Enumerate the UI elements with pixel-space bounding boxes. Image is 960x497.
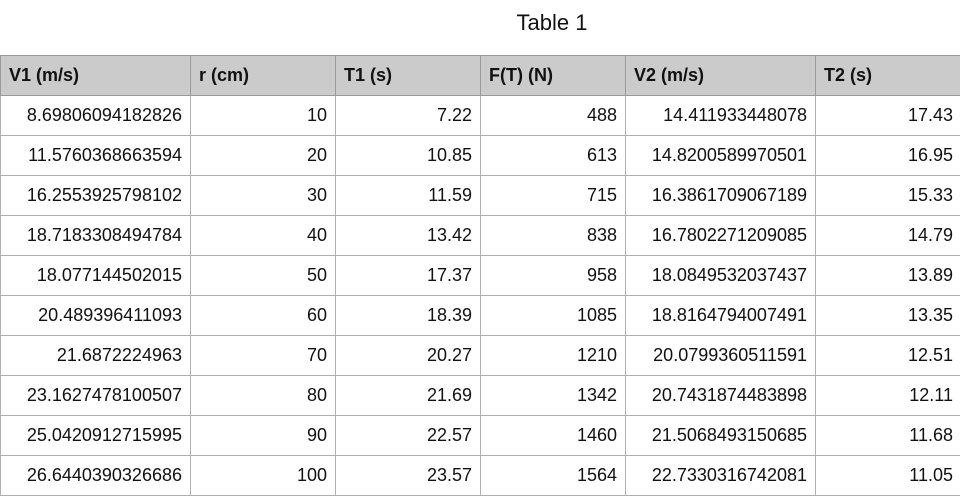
data-table: V1 (m/s) r (cm) T1 (s) F(T) (N) V2 (m/s) T2 (… bbox=[0, 55, 960, 496]
table-cell: 50 bbox=[190, 255, 336, 296]
table-cell: 18.077144502015 bbox=[0, 255, 191, 296]
table-cell: 18.8164794007491 bbox=[625, 295, 816, 336]
table-cell: 17.43 bbox=[815, 95, 960, 136]
table-cell: 16.2553925798102 bbox=[0, 175, 191, 216]
header-cell: V2 (m/s) bbox=[625, 55, 816, 96]
table-cell: 958 bbox=[480, 255, 626, 296]
table-cell: 13.42 bbox=[335, 215, 481, 256]
table-row: 16.2553925798102 30 11.59 715 16.38617090671… bbox=[0, 175, 960, 216]
table-body: 8.69806094182826 10 7.22 488 14.411933448078… bbox=[0, 95, 960, 496]
table-row: 23.1627478100507 80 21.69 1342 20.7431874483… bbox=[0, 375, 960, 416]
table-cell: 1460 bbox=[480, 415, 626, 456]
table-cell: 16.95 bbox=[815, 135, 960, 176]
table-cell: 70 bbox=[190, 335, 336, 376]
table-cell: 14.79 bbox=[815, 215, 960, 256]
table-cell: 22.57 bbox=[335, 415, 481, 456]
table-cell: 1564 bbox=[480, 455, 626, 496]
table-cell: 22.7330316742081 bbox=[625, 455, 816, 496]
table-row: 18.7183308494784 40 13.42 838 16.78022712090… bbox=[0, 215, 960, 256]
table-cell: 80 bbox=[190, 375, 336, 416]
table-cell: 11.59 bbox=[335, 175, 481, 216]
table-cell: 1342 bbox=[480, 375, 626, 416]
table-cell: 16.7802271209085 bbox=[625, 215, 816, 256]
table-cell: 20.0799360511591 bbox=[625, 335, 816, 376]
table-cell: 11.5760368663594 bbox=[0, 135, 191, 176]
table-cell: 16.3861709067189 bbox=[625, 175, 816, 216]
header-cell: r (cm) bbox=[190, 55, 336, 96]
table-cell: 21.6872224963 bbox=[0, 335, 191, 376]
table-cell: 23.57 bbox=[335, 455, 481, 496]
table-cell: 20 bbox=[190, 135, 336, 176]
table-cell: 25.0420912715995 bbox=[0, 415, 191, 456]
header-cell: T2 (s) bbox=[815, 55, 960, 96]
table-cell: 18.0849532037437 bbox=[625, 255, 816, 296]
table-cell: 715 bbox=[480, 175, 626, 216]
table-cell: 13.35 bbox=[815, 295, 960, 336]
table-cell: 15.33 bbox=[815, 175, 960, 216]
table-cell: 21.69 bbox=[335, 375, 481, 416]
table-cell: 11.05 bbox=[815, 455, 960, 496]
table-cell: 11.68 bbox=[815, 415, 960, 456]
table-cell: 613 bbox=[480, 135, 626, 176]
table-row: 25.0420912715995 90 22.57 1460 21.5068493150… bbox=[0, 415, 960, 456]
table-row: 11.5760368663594 20 10.85 613 14.82005899705… bbox=[0, 135, 960, 176]
table-cell: 13.89 bbox=[815, 255, 960, 296]
table-cell: 1085 bbox=[480, 295, 626, 336]
header-row: V1 (m/s) r (cm) T1 (s) F(T) (N) V2 (m/s) T2 (… bbox=[0, 55, 960, 96]
header-cell: T1 (s) bbox=[335, 55, 481, 96]
table-row: 26.6440390326686 100 23.57 1564 22.733031674… bbox=[0, 455, 960, 496]
table-cell: 12.51 bbox=[815, 335, 960, 376]
table-cell: 23.1627478100507 bbox=[0, 375, 191, 416]
header-cell: V1 (m/s) bbox=[0, 55, 191, 96]
header-cell: F(T) (N) bbox=[480, 55, 626, 96]
table-cell: 18.7183308494784 bbox=[0, 215, 191, 256]
table-cell: 838 bbox=[480, 215, 626, 256]
table-cell: 12.11 bbox=[815, 375, 960, 416]
table-cell: 488 bbox=[480, 95, 626, 136]
table-cell: 10.85 bbox=[335, 135, 481, 176]
table-title: Table 1 bbox=[516, 10, 588, 35]
table-cell: 14.8200589970501 bbox=[625, 135, 816, 176]
table-row: 18.077144502015 50 17.37 958 18.084953203743… bbox=[0, 255, 960, 296]
table-cell: 20.7431874483898 bbox=[625, 375, 816, 416]
table-cell: 90 bbox=[190, 415, 336, 456]
table-cell: 26.6440390326686 bbox=[0, 455, 191, 496]
table-cell: 60 bbox=[190, 295, 336, 336]
table-row: 20.489396411093 60 18.39 1085 18.81647940074… bbox=[0, 295, 960, 336]
table-cell: 8.69806094182826 bbox=[0, 95, 191, 136]
table-cell: 14.411933448078 bbox=[625, 95, 816, 136]
table-cell: 18.39 bbox=[335, 295, 481, 336]
table-cell: 20.27 bbox=[335, 335, 481, 376]
table-cell: 10 bbox=[190, 95, 336, 136]
table-cell: 100 bbox=[190, 455, 336, 496]
table-row: 8.69806094182826 10 7.22 488 14.411933448078… bbox=[0, 95, 960, 136]
table-cell: 7.22 bbox=[335, 95, 481, 136]
table-cell: 20.489396411093 bbox=[0, 295, 191, 336]
table-cell: 17.37 bbox=[335, 255, 481, 296]
table-cell: 1210 bbox=[480, 335, 626, 376]
table-cell: 40 bbox=[190, 215, 336, 256]
table-cell: 30 bbox=[190, 175, 336, 216]
table-cell: 21.5068493150685 bbox=[625, 415, 816, 456]
table-row: 21.6872224963 70 20.27 1210 20.0799360511591… bbox=[0, 335, 960, 376]
